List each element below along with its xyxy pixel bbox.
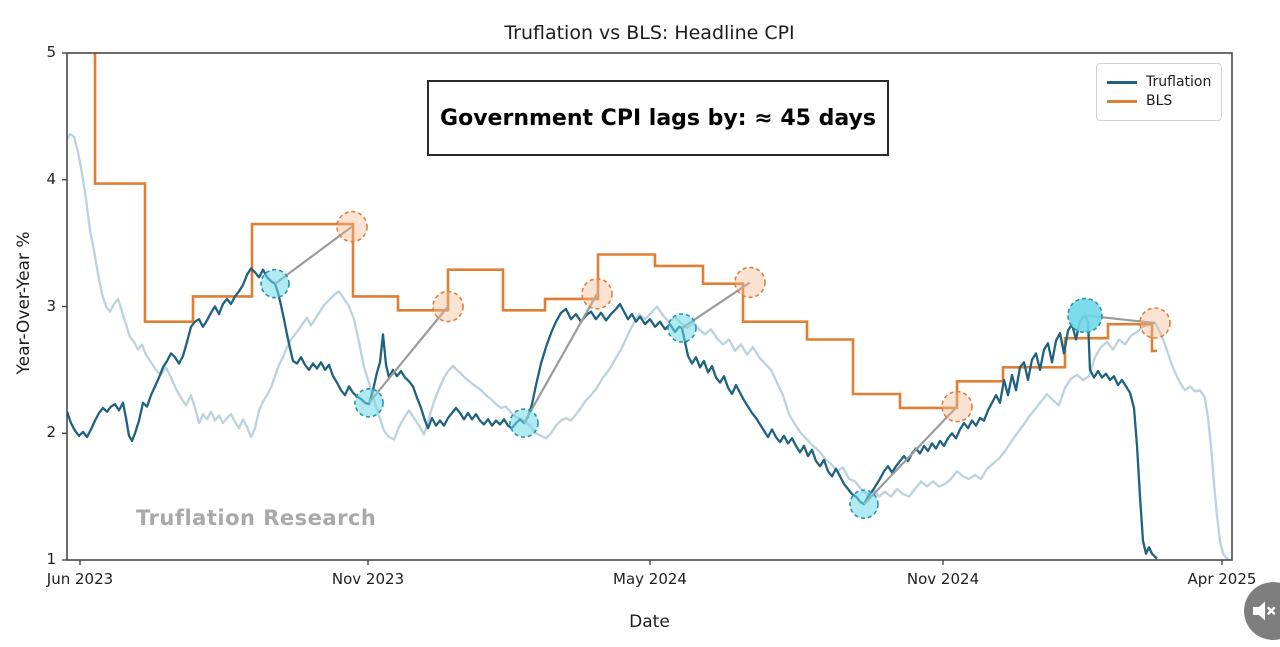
legend-entry-bls: BLS	[1107, 93, 1211, 109]
y-tick-label-3: 4	[46, 169, 56, 188]
y-tick-label-2: 3	[46, 296, 56, 315]
bls-print-marker-5	[1139, 307, 1171, 339]
lag-connector-0	[274, 225, 353, 285]
x-tick-label-1: Nov 2023	[331, 570, 405, 588]
y-tick-label-1: 2	[46, 423, 56, 442]
lag-connector-1	[368, 305, 449, 404]
truflation-line-swatch-icon	[1107, 80, 1137, 84]
x-tick-label-0: Jun 2023	[46, 570, 114, 588]
legend-label-bls: BLS	[1146, 93, 1173, 109]
y-tick-label-0: 1	[46, 550, 56, 568]
bls-line	[93, 53, 1157, 410]
speaker-muted-icon	[1253, 601, 1276, 621]
watermark: Truflation Research	[136, 506, 377, 530]
lag-annotation-text: Government CPI lags by: ≈ 45 days	[440, 105, 876, 131]
legend-entry-truflation: Truflation	[1107, 74, 1211, 90]
legend: Truflation BLS	[1096, 63, 1222, 121]
truflation-turn-marker-0	[260, 268, 290, 299]
bls-line-swatch-icon	[1107, 99, 1137, 103]
x-tick-label-3: Nov 2024	[906, 570, 980, 588]
truflation-turn-marker-1	[354, 387, 384, 418]
truflation-turn-marker-2	[509, 408, 539, 438]
x-tick-label-4: Apr 2025	[1187, 570, 1257, 588]
x-axis-label: Date	[629, 612, 670, 632]
pale-shifted-line	[67, 132, 1230, 560]
truflation-turn-marker-3	[667, 313, 697, 343]
bls-print-marker-4	[941, 390, 973, 423]
x-tick-label-2: May 2024	[613, 570, 687, 588]
chart-title: Truflation vs BLS: Headline CPI	[504, 22, 795, 44]
bls-print-marker-3	[734, 266, 766, 299]
lag-annotation-box: Government CPI lags by: ≈ 45 days	[427, 80, 889, 156]
truflation-turn-marker-5	[1067, 297, 1103, 334]
truflation-turn-marker-4	[849, 489, 879, 520]
truflation-line	[67, 267, 1158, 560]
y-tick-label-4: 5	[46, 43, 56, 61]
lag-connector-4	[863, 405, 958, 505]
bls-print-marker-1	[432, 290, 464, 323]
bls-print-marker-0	[336, 210, 368, 243]
bls-print-marker-2	[581, 277, 613, 310]
lag-connector-2	[523, 293, 598, 424]
legend-label-truflation: Truflation	[1146, 74, 1212, 90]
